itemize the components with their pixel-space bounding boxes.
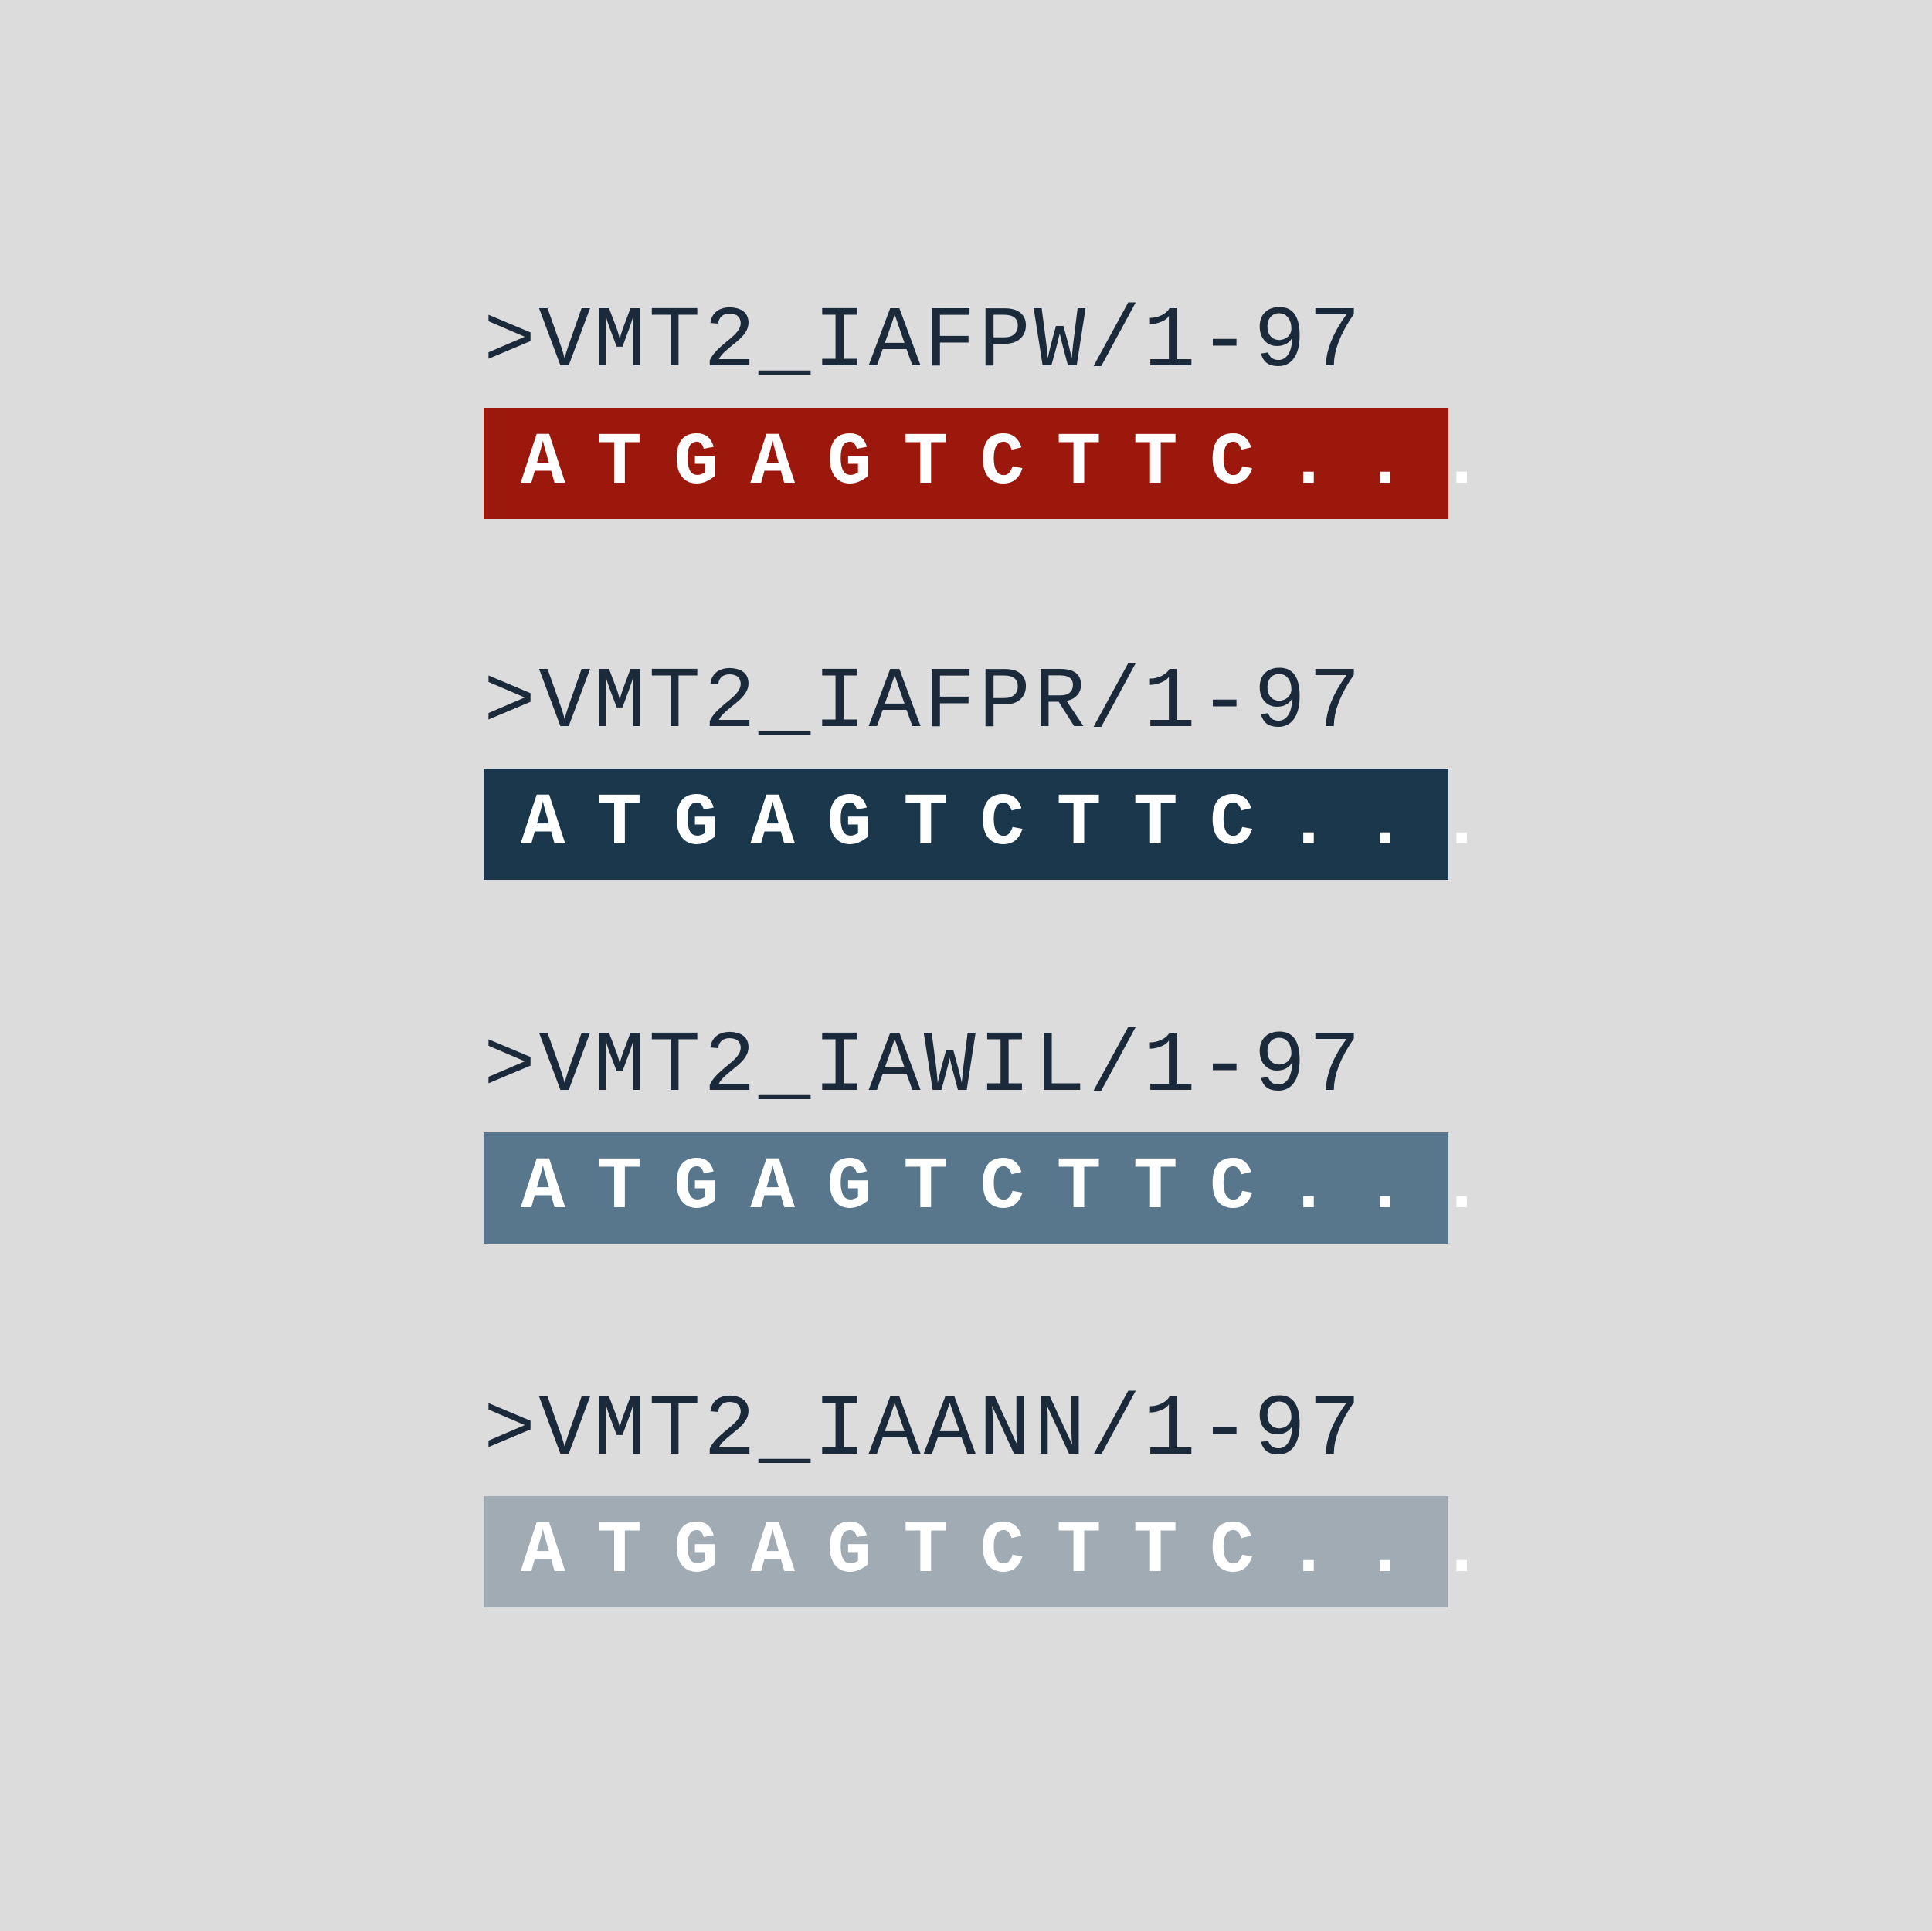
sequence-header: >VMT2_IAFPR/1-97: [484, 654, 1364, 752]
sequence-entry-2: >VMT2_IAFPR/1-97 ATGAGTCTTC...: [484, 654, 1484, 880]
sequence-entry-4: >VMT2_IAANN/1-97 ATGAGTCTTC...: [484, 1382, 1484, 1607]
sequence-header: >VMT2_IAANN/1-97: [484, 1382, 1364, 1480]
sequence-text: ATGAGTCTTC...: [521, 1145, 1516, 1230]
sequence-bar: ATGAGTCTTC...: [484, 769, 1484, 880]
sequence-text: ATGAGTCTTC...: [521, 1509, 1516, 1593]
sequence-header: >VMT2_IAFPW/1-97: [484, 294, 1364, 392]
sequence-entry-3: >VMT2_IAWIL/1-97 ATGAGTCTTC...: [484, 1018, 1484, 1244]
sequence-bar: ATGAGTCTTC...: [484, 1132, 1484, 1244]
sequence-bar: ATGAGTCTTC...: [484, 1496, 1484, 1607]
sequence-bar: ATGAGTCTTC...: [484, 408, 1484, 519]
sequence-text: ATGAGTCTTC...: [521, 782, 1516, 866]
sequence-entry-1: >VMT2_IAFPW/1-97 ATGAGTCTTC...: [484, 294, 1484, 519]
sequence-text: ATGAGTCTTC...: [521, 421, 1516, 505]
sequence-header: >VMT2_IAWIL/1-97: [484, 1018, 1364, 1116]
